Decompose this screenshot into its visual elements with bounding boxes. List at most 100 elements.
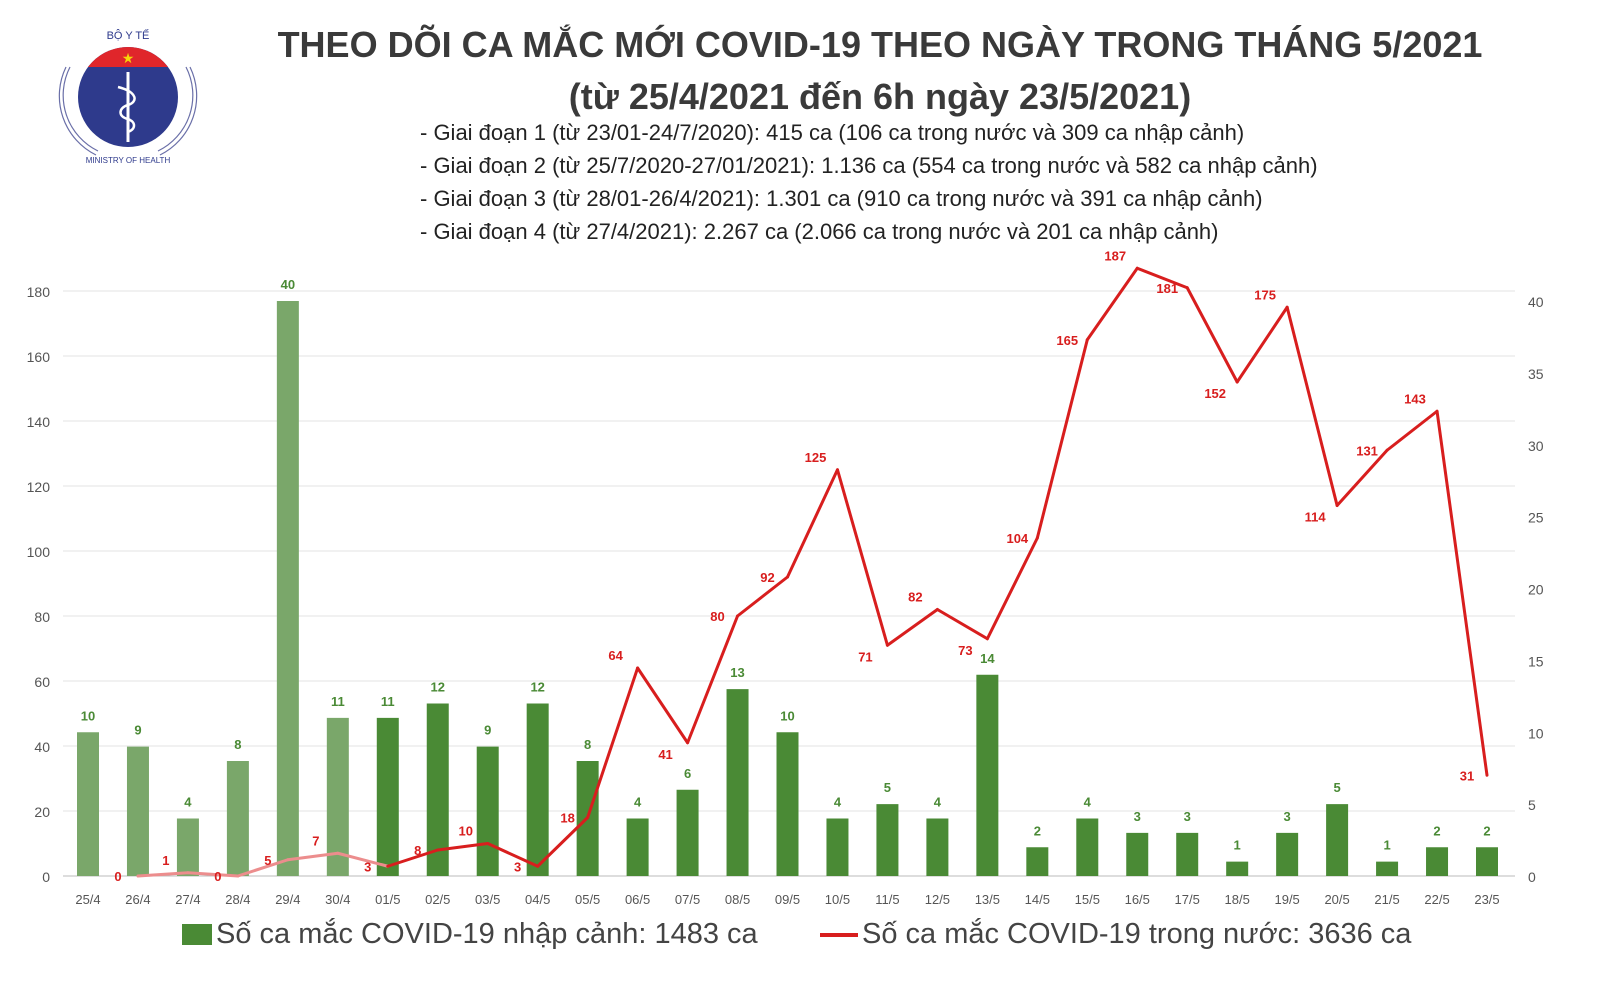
bar-data-label: 2 xyxy=(1034,823,1041,838)
line-data-label: 18 xyxy=(560,811,574,826)
line-segment xyxy=(536,816,590,868)
bar xyxy=(77,732,99,876)
bar xyxy=(1476,847,1498,876)
bar-data-label: 3 xyxy=(1184,809,1191,824)
line-data-label: 8 xyxy=(414,843,421,858)
bar xyxy=(826,818,849,876)
bar-data-label: 4 xyxy=(834,795,842,810)
right-axis-tick: 35 xyxy=(1528,366,1544,382)
bar xyxy=(1026,847,1049,876)
x-axis-tick: 18/5 xyxy=(1225,892,1250,907)
bar xyxy=(326,717,349,876)
bar xyxy=(626,818,649,876)
line-segment xyxy=(436,842,490,852)
line-segment xyxy=(336,851,390,868)
bar xyxy=(426,703,449,876)
bar xyxy=(126,746,149,876)
right-axis-tick: 25 xyxy=(1528,510,1544,526)
bar xyxy=(1126,832,1149,876)
x-axis-tick: 20/5 xyxy=(1324,892,1349,907)
bar-data-label: 14 xyxy=(980,651,995,666)
legend-line: Số ca mắc COVID-19 trong nước: 3636 ca xyxy=(820,918,1411,951)
line-segment xyxy=(1285,305,1339,507)
left-axis-tick: 180 xyxy=(27,284,51,300)
line-segment xyxy=(786,468,839,579)
legend-bar-label: Số ca mắc COVID-19 nhập cảnh: 1483 ca xyxy=(216,918,758,950)
line-segment xyxy=(1385,409,1439,452)
line-segment xyxy=(1135,266,1189,290)
line-segment xyxy=(736,575,789,618)
bar-data-label: 12 xyxy=(530,680,544,695)
bar xyxy=(276,301,299,876)
line-segment xyxy=(286,851,340,862)
x-axis-tick: 02/5 xyxy=(425,892,450,907)
x-axis-tick: 07/5 xyxy=(675,892,700,907)
bar xyxy=(1176,832,1199,876)
line-segment xyxy=(386,848,440,868)
bar xyxy=(376,717,399,876)
line-data-label: 0 xyxy=(214,869,221,884)
line-data-label: 5 xyxy=(264,853,271,868)
line-data-label: 104 xyxy=(1006,531,1028,546)
legend-bar: Số ca mắc COVID-19 nhập cảnh: 1483 ca xyxy=(182,918,758,951)
x-axis-tick: 08/5 xyxy=(725,892,750,907)
line-segment xyxy=(1185,286,1239,384)
line-data-label: 114 xyxy=(1305,510,1327,525)
phase-1-summary: - Giai đoạn 1 (từ 23/01-24/7/2020): 415 … xyxy=(420,120,1245,145)
phase-3-summary: - Giai đoạn 3 (từ 28/01-26/4/2021): 1.30… xyxy=(420,186,1263,211)
line-data-label: 3 xyxy=(514,859,521,874)
right-axis-tick: 10 xyxy=(1528,725,1544,741)
bar-data-label: 1 xyxy=(1234,838,1241,853)
bar xyxy=(1226,861,1249,876)
line-segment xyxy=(486,842,540,868)
line-segment xyxy=(1435,409,1489,777)
right-axis-tick: 40 xyxy=(1528,294,1544,310)
bar-data-label: 10 xyxy=(81,708,95,723)
x-axis-tick: 05/5 xyxy=(575,892,600,907)
line-data-label: 7 xyxy=(312,833,319,848)
x-axis-tick: 25/4 xyxy=(75,892,100,907)
phase-4-summary: - Giai đoạn 4 (từ 27/4/2021): 2.267 ca (… xyxy=(420,219,1219,244)
line-data-label: 125 xyxy=(805,450,827,465)
line-segment xyxy=(935,608,989,641)
phase-2-summary: - Giai đoạn 2 (từ 25/7/2020-27/01/2021):… xyxy=(420,153,1318,178)
bar-data-label: 9 xyxy=(484,723,491,738)
bar-data-label: 1 xyxy=(1383,838,1390,853)
line-data-label: 64 xyxy=(608,648,623,663)
x-axis-tick: 09/5 xyxy=(775,892,800,907)
logo-bottom-text: MINISTRY OF HEALTH xyxy=(86,156,171,165)
x-axis-tick: 13/5 xyxy=(975,892,1000,907)
line-data-label: 92 xyxy=(760,570,774,585)
line-segment xyxy=(835,468,889,647)
bar-data-label: 9 xyxy=(134,723,141,738)
right-axis-tick: 20 xyxy=(1528,582,1544,598)
line-segment xyxy=(636,666,690,745)
line-data-label: 73 xyxy=(958,643,972,658)
legend-line-swatch xyxy=(820,932,858,937)
x-axis-tick: 11/5 xyxy=(875,892,899,907)
bar xyxy=(726,689,749,876)
line-data-label: 143 xyxy=(1404,391,1426,406)
line-data-label: 3 xyxy=(364,859,371,874)
chart-title: THEO DÕI CA MẮC MỚI COVID-19 THEO NGÀY T… xyxy=(277,24,1483,65)
line-segment xyxy=(1235,305,1289,384)
chart-subtitle: (từ 25/4/2021 đến 6h ngày 23/5/2021) xyxy=(568,76,1192,117)
line-segment xyxy=(985,536,1039,641)
bar xyxy=(1376,861,1399,876)
svg-text:★: ★ xyxy=(122,50,135,66)
bar xyxy=(976,674,999,876)
line-segment xyxy=(586,666,640,819)
x-axis-tick: 28/4 xyxy=(225,892,250,907)
left-axis-tick: 0 xyxy=(42,869,50,885)
line-data-label: 165 xyxy=(1056,333,1078,348)
line-data-label: 131 xyxy=(1356,443,1378,458)
x-axis-tick: 29/4 xyxy=(275,892,300,907)
x-axis-tick: 15/5 xyxy=(1075,892,1100,907)
right-axis-tick: 5 xyxy=(1528,797,1536,813)
bar-data-label: 4 xyxy=(1084,795,1092,810)
bar-data-label: 2 xyxy=(1483,823,1490,838)
right-axis-tick: 0 xyxy=(1528,869,1536,885)
x-axis-tick: 19/5 xyxy=(1274,892,1299,907)
line-data-label: 181 xyxy=(1156,281,1178,296)
line-segment xyxy=(1085,266,1139,342)
